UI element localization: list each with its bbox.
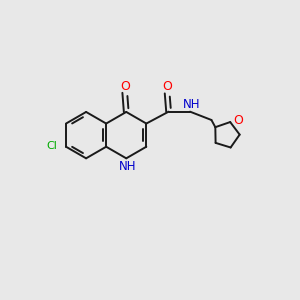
- Text: O: O: [233, 114, 243, 128]
- Text: Cl: Cl: [46, 141, 57, 151]
- Text: O: O: [162, 80, 172, 93]
- Text: NH: NH: [119, 160, 136, 173]
- Text: NH: NH: [182, 98, 200, 111]
- Text: O: O: [120, 80, 130, 93]
